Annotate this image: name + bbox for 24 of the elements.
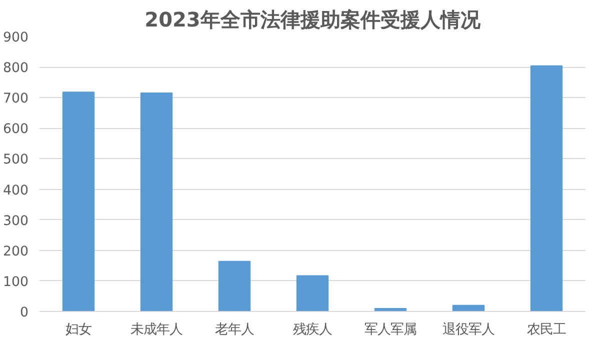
x-tick-label: 退役军人 xyxy=(442,322,494,338)
x-tick-label: 残疾人 xyxy=(293,322,332,338)
chart-title: 2023年全市法律援助案件受援人情况 xyxy=(144,8,482,32)
y-tick-label: 700 xyxy=(3,92,29,107)
y-tick-label: 400 xyxy=(3,183,29,198)
y-tick-label: 500 xyxy=(3,152,29,168)
x-tick-label: 妇女 xyxy=(66,322,92,338)
bar xyxy=(452,304,485,312)
x-tick-label: 农民工 xyxy=(527,322,566,338)
y-tick-label: 200 xyxy=(3,244,29,260)
y-tick-label: 800 xyxy=(3,61,29,76)
x-tick-label: 军人军属 xyxy=(364,322,416,338)
bar xyxy=(62,92,95,312)
bar xyxy=(140,92,173,312)
y-tick-label: 600 xyxy=(3,122,29,138)
bar xyxy=(296,275,329,312)
y-tick-label: 100 xyxy=(3,274,29,290)
x-tick-label: 未成年人 xyxy=(130,322,182,338)
bar xyxy=(218,260,251,312)
y-tick-label: 300 xyxy=(3,214,29,229)
y-tick-label: 900 xyxy=(3,30,29,46)
bar xyxy=(530,65,563,312)
y-tick-label: 0 xyxy=(20,306,29,320)
x-tick-label: 老年人 xyxy=(215,322,254,338)
